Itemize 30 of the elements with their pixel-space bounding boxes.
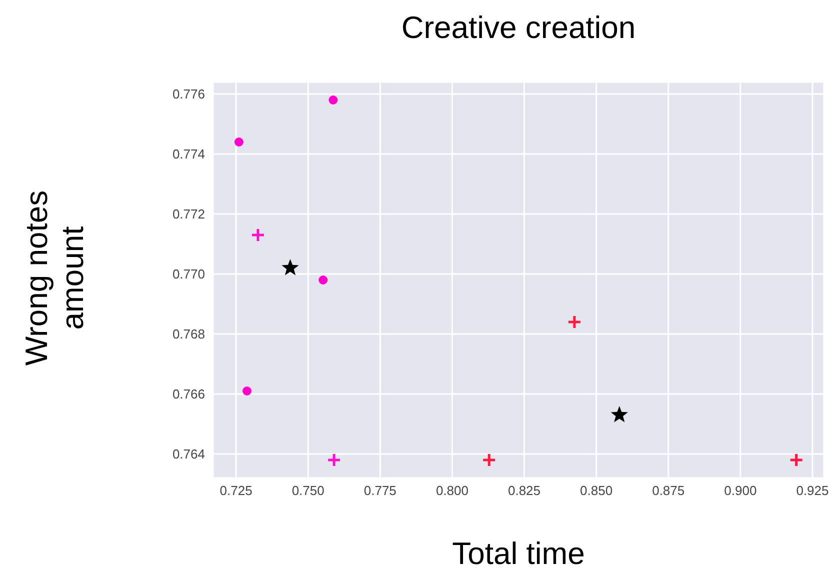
x-tick-label: 0.925 xyxy=(796,483,829,498)
point xyxy=(242,386,252,396)
x-axis-title: Total time xyxy=(451,536,586,572)
y-tick-label: 0.772 xyxy=(172,206,205,222)
x-tick-label: 0.750 xyxy=(292,483,324,498)
point xyxy=(282,259,299,276)
y-tick-label: 0.776 xyxy=(172,86,205,102)
point xyxy=(610,406,628,422)
point xyxy=(789,452,804,468)
x-tick-label: 0.725 xyxy=(220,483,252,498)
x-tick-label: 0.800 xyxy=(436,483,468,498)
point xyxy=(328,96,338,104)
chart-title: Creative creation xyxy=(400,10,637,46)
point xyxy=(326,452,342,468)
point xyxy=(482,452,496,468)
y-tick-label: 0.774 xyxy=(172,146,205,162)
point xyxy=(250,228,266,242)
y-tick-label: 0.768 xyxy=(172,326,205,342)
y-tick-label: 0.770 xyxy=(172,266,205,282)
x-tick-label: 0.775 xyxy=(364,483,396,498)
x-tick-label: 0.825 xyxy=(508,483,541,498)
y-axis-title: Wrong notes amount xyxy=(19,190,91,366)
point xyxy=(234,138,244,146)
point xyxy=(567,314,582,330)
x-tick-label: 0.900 xyxy=(724,483,757,498)
x-tick-label: 0.875 xyxy=(652,483,685,498)
point xyxy=(318,276,328,284)
y-tick-label: 0.764 xyxy=(172,446,205,462)
x-tick-label: 0.850 xyxy=(580,483,613,498)
y-tick-label: 0.766 xyxy=(172,386,205,402)
